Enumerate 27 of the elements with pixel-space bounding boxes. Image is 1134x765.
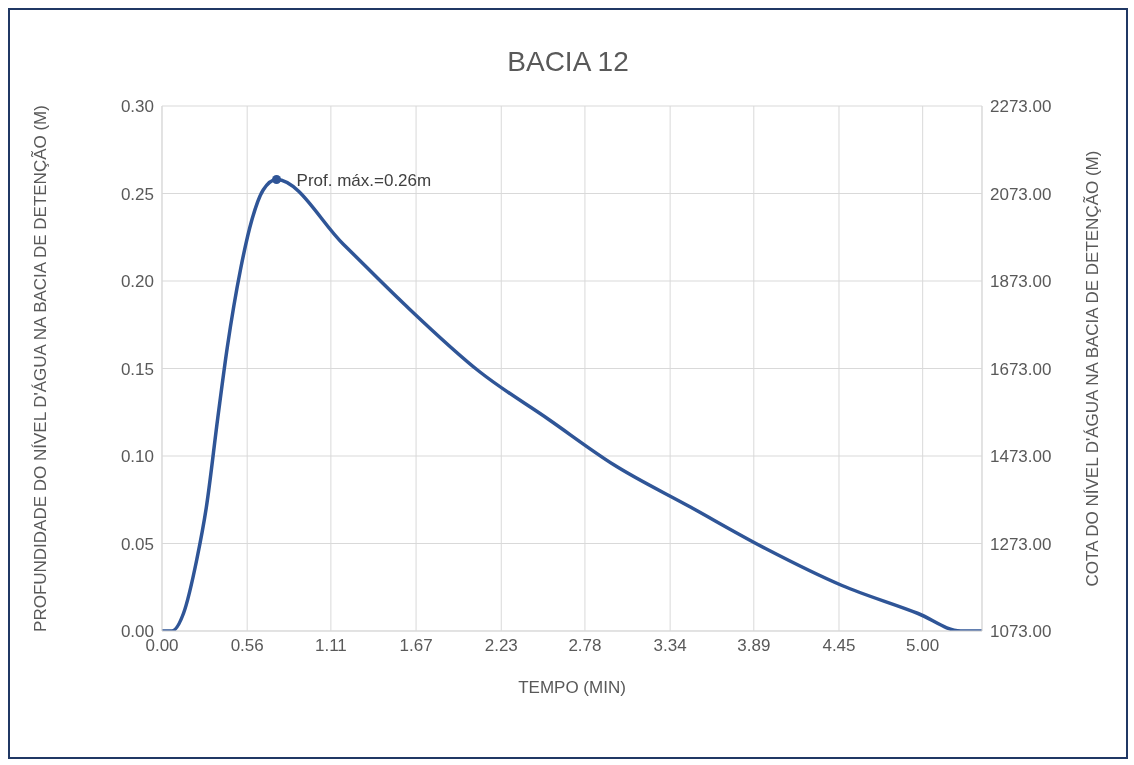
- x-tick-label: 0.56: [230, 636, 264, 656]
- x-tick-label: 3.89: [737, 636, 771, 656]
- chart-title: BACIA 12: [506, 45, 630, 79]
- y2-tick-label: 1273.00: [990, 534, 1052, 554]
- y2-tick-label: 1673.00: [990, 359, 1052, 379]
- y-tick-label: 0.30: [120, 97, 154, 117]
- y-axis-title: PROFUNDIDADE DO NÍVEL D'ÁGUA NA BACIA DE DETENÇÃO (M): [31, 105, 50, 632]
- y-tick-label: 0.15: [120, 359, 154, 379]
- x-axis-title: TEMPO (MIN): [518, 678, 626, 697]
- y-tick-label: 0.20: [120, 272, 154, 292]
- x-tick-label: 2.78: [568, 636, 602, 656]
- x-tick-label: 1.67: [399, 636, 433, 656]
- y-tick-label: 0.05: [120, 534, 154, 554]
- y-tick-label: 0.25: [120, 184, 154, 204]
- x-tick-label: 3.34: [653, 636, 687, 656]
- y2-axis-title: COTA DO NÍVEL D'ÁGUA NA BACIA DE DETENÇÃO (M): [1083, 150, 1102, 587]
- y2-tick-label: 1073.00: [990, 622, 1052, 642]
- x-tick-label: 4.45: [822, 636, 856, 656]
- y2-tick-label: 2073.00: [990, 184, 1052, 204]
- x-tick-label: 1.11: [314, 636, 347, 656]
- y-tick-label: 0.10: [120, 447, 154, 467]
- x-tick-label: 5.00: [906, 636, 940, 656]
- y2-tick-label: 1873.00: [990, 272, 1052, 292]
- y2-tick-label: 2273.00: [990, 97, 1052, 117]
- annotation: Prof. máx.=0.26m: [296, 170, 432, 190]
- y2-tick-label: 1473.00: [990, 447, 1052, 467]
- x-tick-label: 2.23: [484, 636, 518, 656]
